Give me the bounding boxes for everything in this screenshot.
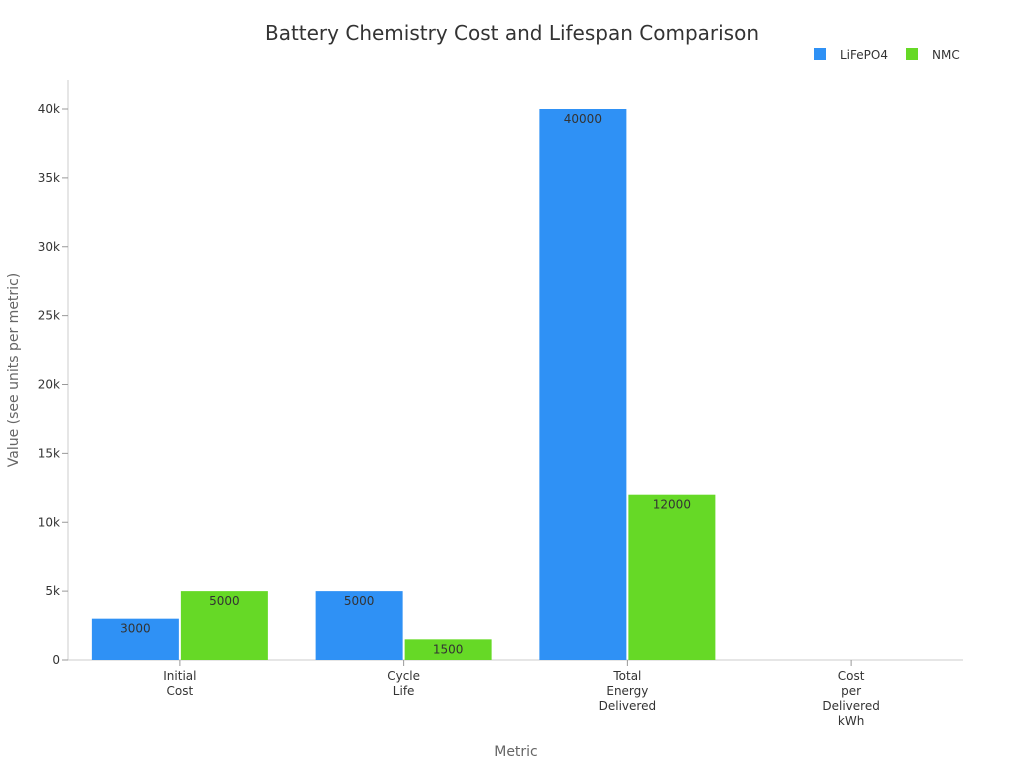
x-axis: Initial Cost Cycle Life Total Energy Delivered… xyxy=(68,659,963,728)
bar-nmc[interactable] xyxy=(180,591,268,660)
bars: 3000 5000 5000 1500 40000 12000 xyxy=(91,109,716,660)
y-tick-label: 5k xyxy=(45,584,60,598)
x-tick-label: Cost per Delivered kWh xyxy=(822,669,879,728)
legend-swatch xyxy=(814,48,826,60)
y-tick-label: 35k xyxy=(38,171,60,185)
x-axis-label: Metric xyxy=(494,744,538,760)
legend-label[interactable]: LiFePO4 xyxy=(840,48,888,62)
y-tick-label: 20k xyxy=(38,378,60,392)
data-label: 3000 xyxy=(120,622,151,636)
y-tick-label: 40k xyxy=(38,102,60,116)
y-tick-label: 10k xyxy=(38,515,60,529)
y-axis-label: Value (see units per metric) xyxy=(6,273,22,467)
bar-lifepo4[interactable] xyxy=(315,591,403,660)
bar-lifepo4[interactable] xyxy=(539,109,627,660)
y-tick-label: 30k xyxy=(38,240,60,254)
chart-title: Battery Chemistry Cost and Lifespan Comp… xyxy=(265,21,759,45)
bar-nmc[interactable] xyxy=(404,639,492,660)
data-label: 40000 xyxy=(564,112,602,126)
y-tick-label: 15k xyxy=(38,446,60,460)
y-axis: 0 5k 10k 15k 20k 25k 30k 35k 40k xyxy=(38,80,69,667)
legend-swatch xyxy=(906,48,918,60)
data-label: 5000 xyxy=(209,594,240,608)
data-label: 5000 xyxy=(344,594,375,608)
bar-lifepo4[interactable] xyxy=(91,618,179,660)
legend: LiFePO4 NMC xyxy=(814,48,960,62)
x-tick-label: Total Energy Delivered xyxy=(599,669,656,713)
data-label: 12000 xyxy=(653,498,691,512)
data-label: 1500 xyxy=(433,642,464,656)
y-tick-label: 25k xyxy=(38,309,60,323)
y-tick-label: 0 xyxy=(52,653,60,667)
x-tick-label: Cycle Life xyxy=(387,669,420,698)
x-tick-label: Initial Cost xyxy=(163,669,196,698)
bar-nmc[interactable] xyxy=(628,494,716,660)
legend-label[interactable]: NMC xyxy=(932,48,960,62)
